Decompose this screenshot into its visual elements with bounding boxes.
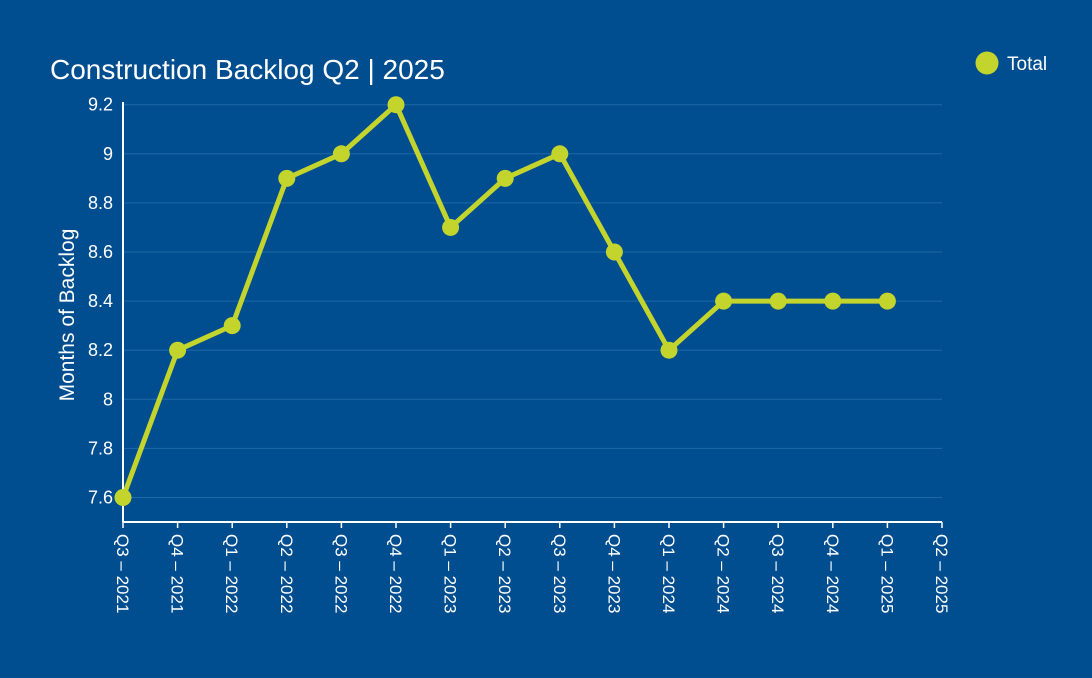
axes — [122, 102, 942, 523]
y-tick-labels: 7.6 7.8 8 8.2 8.4 8.6 8.8 9 9.2 — [88, 95, 113, 508]
y-tick-label: 9 — [103, 144, 113, 164]
chart-title: Construction Backlog Q2 | 2025 — [50, 54, 445, 85]
x-tick-label: Q3 – 2024 — [768, 534, 787, 613]
x-tick-label: Q4 – 2023 — [604, 534, 623, 613]
data-point[interactable] — [442, 218, 460, 236]
data-point[interactable] — [824, 292, 842, 310]
x-tick-label: Q1 – 2024 — [659, 534, 678, 613]
x-tick-label: Q4 – 2021 — [168, 534, 187, 613]
data-point[interactable] — [387, 96, 405, 114]
data-point[interactable] — [332, 145, 350, 163]
y-axis-label: Months of Backlog — [56, 229, 79, 402]
data-point[interactable] — [878, 292, 896, 310]
x-tick-labels: Q3 – 2021 Q4 – 2021 Q1 – 2022 Q2 – 2022 Q3 –… — [113, 522, 951, 613]
series-total — [114, 96, 896, 506]
x-tick-label: Q3 – 2022 — [331, 534, 350, 613]
y-tick-label: 7.8 — [88, 438, 113, 458]
data-point[interactable] — [605, 243, 623, 261]
data-point[interactable] — [223, 317, 241, 335]
data-point[interactable] — [169, 341, 187, 359]
x-tick-label: Q2 – 2025 — [932, 534, 951, 613]
x-tick-label: Q3 – 2021 — [113, 534, 132, 613]
x-tick-label: Q2 – 2022 — [277, 534, 296, 613]
x-tick-label: Q2 – 2023 — [495, 534, 514, 613]
x-tick-label: Q4 – 2022 — [386, 534, 405, 613]
y-tick-label: 8.2 — [88, 340, 113, 360]
data-point[interactable] — [769, 292, 787, 310]
x-tick-label: Q1 – 2025 — [877, 534, 896, 613]
x-tick-label: Q1 – 2022 — [222, 534, 241, 613]
data-point[interactable] — [660, 341, 678, 359]
legend-label-total: Total — [1007, 54, 1047, 75]
x-tick-label: Q3 – 2023 — [550, 534, 569, 613]
legend-marker-total — [975, 51, 999, 75]
y-tick-label: 9.2 — [88, 95, 113, 115]
data-point[interactable] — [715, 292, 733, 310]
data-point[interactable] — [114, 489, 132, 506]
y-tick-label: 8.4 — [88, 291, 113, 311]
x-tick-label: Q2 – 2024 — [714, 534, 733, 613]
legend[interactable]: Total — [975, 51, 1048, 76]
y-tick-label: 8.6 — [88, 242, 113, 262]
y-tick-label: 8 — [103, 389, 113, 409]
x-tick-label: Q1 – 2023 — [441, 534, 460, 613]
data-point[interactable] — [278, 169, 296, 187]
data-point[interactable] — [551, 145, 569, 163]
y-tick-label: 7.6 — [88, 488, 113, 508]
y-tick-label: 8.8 — [88, 193, 113, 213]
data-point[interactable] — [496, 169, 514, 187]
x-tick-label: Q4 – 2024 — [823, 534, 842, 613]
